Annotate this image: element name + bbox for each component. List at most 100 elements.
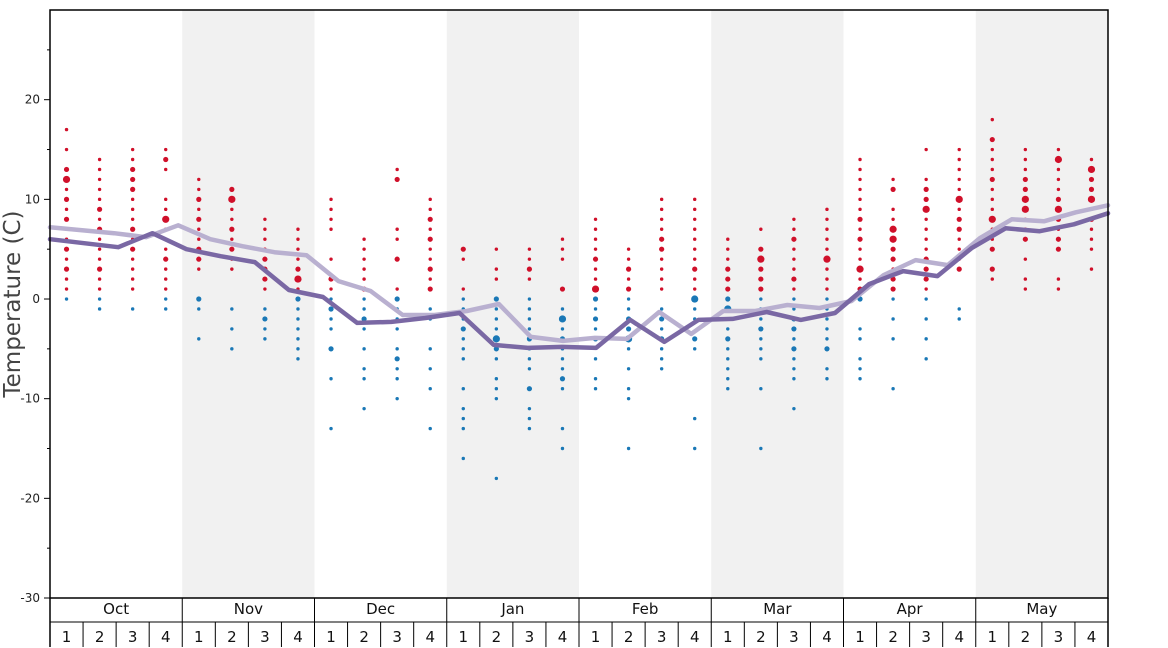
warm-dot [560, 247, 565, 251]
cold-dot [759, 446, 763, 451]
warm-dot [593, 247, 598, 251]
warm-dot [825, 277, 829, 281]
warm-dot [956, 226, 962, 232]
cold-dot [626, 347, 631, 351]
warm-dot [1056, 177, 1061, 182]
warm-dot [890, 286, 896, 292]
week-label: 2 [1021, 628, 1031, 646]
cold-dot [97, 297, 102, 301]
cold-dot [726, 387, 730, 391]
cold-dot [592, 296, 599, 302]
cold-dot [527, 426, 532, 431]
warm-dot [693, 197, 697, 202]
cold-dot [626, 297, 631, 301]
warm-dot [923, 186, 929, 192]
warm-dot [97, 257, 102, 261]
warm-dot [230, 207, 234, 212]
warm-dot [659, 257, 664, 261]
cold-dot [659, 367, 664, 371]
cold-dot [759, 297, 763, 301]
warm-dot [97, 217, 102, 221]
warm-dot [162, 215, 170, 223]
cold-dot [196, 296, 202, 302]
warm-dot [164, 287, 168, 291]
warm-dot [1022, 236, 1028, 242]
cold-dot [494, 357, 499, 361]
cold-dot [527, 406, 532, 411]
cold-dot [825, 337, 829, 341]
week-label: 3 [1054, 628, 1064, 646]
cold-dot [593, 357, 598, 361]
warm-dot [988, 215, 996, 223]
warm-dot [63, 246, 70, 252]
warm-dot [1055, 236, 1062, 242]
warm-dot [62, 175, 71, 184]
cold-dot [394, 356, 400, 362]
week-label: 4 [161, 628, 171, 646]
warm-dot [196, 216, 202, 222]
cold-dot [527, 317, 532, 321]
cold-dot [230, 327, 234, 331]
cold-dot [362, 327, 366, 331]
cold-dot [626, 396, 631, 401]
cold-dot [659, 357, 664, 361]
cold-dot [296, 357, 300, 361]
warm-dot [197, 187, 201, 192]
warm-dot [957, 157, 961, 162]
cold-dot [725, 336, 731, 342]
warm-dot [362, 237, 366, 241]
warm-dot [527, 277, 532, 281]
warm-dot [329, 217, 333, 221]
cold-dot [461, 297, 465, 301]
cold-dot [461, 426, 465, 431]
week-label: 1 [723, 628, 733, 646]
cold-dot [527, 297, 532, 301]
warm-dot [626, 247, 631, 251]
warm-dot [693, 237, 697, 241]
warm-dot [825, 207, 829, 212]
warm-dot [659, 287, 664, 291]
warm-dot [329, 257, 333, 261]
warm-dot [659, 277, 664, 281]
cold-dot [858, 327, 862, 331]
week-label: 4 [954, 628, 964, 646]
cold-dot [792, 367, 796, 371]
cold-dot [263, 307, 267, 311]
warm-dot [329, 287, 333, 291]
warm-dot [526, 266, 533, 272]
warm-dot [1089, 237, 1094, 241]
warm-dot [427, 236, 433, 242]
cold-dot [824, 346, 830, 352]
warm-dot [64, 257, 69, 261]
warm-dot [1022, 186, 1028, 192]
warm-dot [460, 246, 466, 252]
cold-dot [197, 337, 201, 341]
warm-dot [64, 187, 69, 192]
warm-dot [955, 195, 963, 203]
warm-dot [130, 226, 136, 232]
cold-dot [891, 317, 895, 321]
warm-dot [858, 247, 862, 251]
cold-dot [527, 416, 532, 421]
warm-dot [527, 247, 532, 251]
cold-dot [296, 317, 300, 321]
warm-dot [296, 237, 300, 241]
warm-dot [428, 257, 432, 261]
warm-dot [825, 237, 829, 241]
month-band-may [975, 10, 1108, 598]
warm-dot [593, 277, 598, 281]
week-label: 3 [525, 628, 535, 646]
cold-dot [593, 307, 598, 311]
warm-dot [924, 247, 928, 251]
warm-dot [726, 247, 730, 251]
warm-dot [427, 266, 433, 272]
warm-dot [262, 276, 268, 282]
warm-dot [858, 277, 862, 281]
warm-dot [1056, 147, 1061, 152]
warm-dot [1023, 167, 1028, 172]
warm-dot [461, 257, 465, 261]
cold-dot [759, 337, 763, 341]
cold-dot [263, 327, 267, 331]
lines-layer [47, 203, 1111, 351]
warm-dot [593, 237, 598, 241]
